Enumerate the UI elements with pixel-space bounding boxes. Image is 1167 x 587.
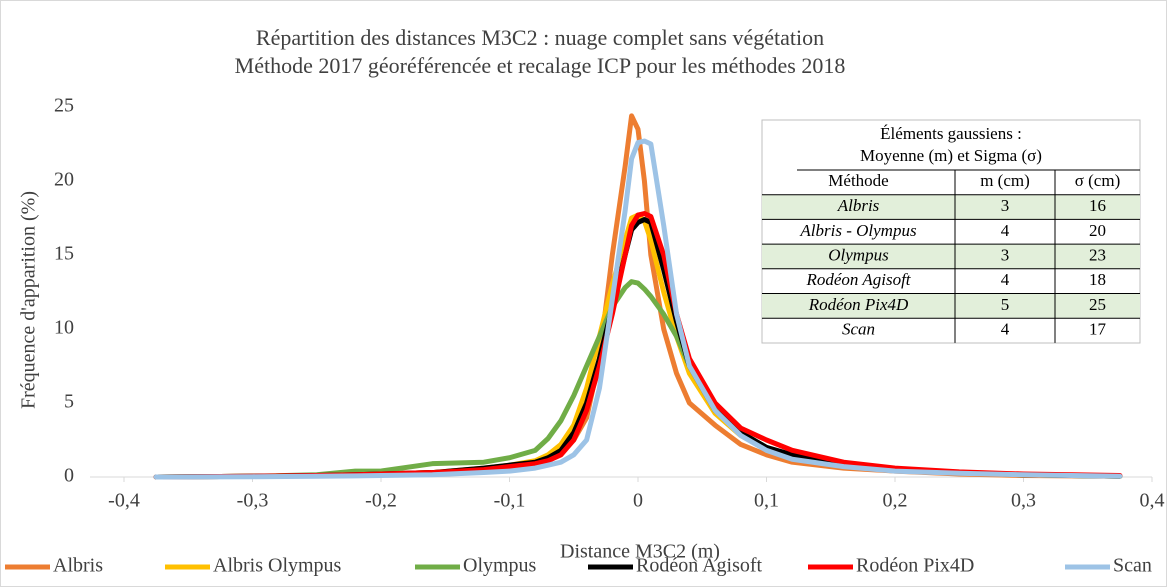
- table-header: Méthode: [828, 171, 888, 190]
- x-tick-label: 0,4: [1140, 490, 1165, 512]
- table-cell: 4: [1001, 221, 1010, 240]
- y-axis-title: Fréquence d'apparition (%): [18, 191, 40, 409]
- legend-label: Scan: [1113, 555, 1152, 577]
- x-axis-title: Distance M3C2 (m): [560, 541, 720, 563]
- y-tick-label: 20: [54, 169, 74, 191]
- table-cell: Albris: [837, 196, 880, 215]
- y-tick-label: 25: [54, 95, 74, 117]
- x-tick-label: 0,1: [754, 490, 779, 512]
- table-cell: Albris - Olympus: [799, 221, 917, 240]
- table-title: Moyenne (m) et Sigma (σ): [860, 146, 1042, 165]
- x-tick-label: -0,3: [237, 490, 269, 512]
- x-tick-label: -0,2: [365, 490, 397, 512]
- y-tick-label: 15: [54, 243, 74, 265]
- table-cell: 25: [1089, 295, 1106, 314]
- series-line: [153, 138, 1123, 480]
- y-tick-label: 10: [54, 317, 74, 339]
- table-cell: 3: [1001, 196, 1010, 215]
- table-cell: 20: [1089, 221, 1106, 240]
- legend-label: Olympus: [463, 555, 537, 577]
- table-cell: 5: [1001, 295, 1010, 314]
- table-cell: 16: [1089, 196, 1106, 215]
- legend-label: Rodéon Agisoft: [636, 555, 763, 577]
- table-row-bg: [762, 293, 1140, 319]
- x-tick-label: 0: [633, 490, 643, 512]
- legend-label: Albris: [53, 555, 103, 577]
- table-cell: 17: [1089, 320, 1107, 339]
- table-cell: 18: [1089, 270, 1106, 289]
- legend-label: Rodéon Pix4D: [856, 555, 974, 577]
- table-cell: 3: [1001, 246, 1010, 265]
- x-tick-label: 0,2: [883, 490, 908, 512]
- x-tick-label: 0,3: [1011, 490, 1036, 512]
- x-tick-label: -0,1: [494, 490, 526, 512]
- table-cell: 23: [1089, 246, 1106, 265]
- table-cell: 4: [1001, 270, 1010, 289]
- chart-title: Répartition des distances M3C2 : nuage c…: [256, 25, 824, 50]
- table-header: σ (cm): [1075, 171, 1121, 190]
- y-tick-label: 5: [64, 391, 74, 413]
- table-row-bg: [762, 194, 1140, 220]
- x-tick-label: -0,4: [108, 490, 140, 512]
- table-cell: Scan: [842, 320, 875, 339]
- table-header: m (cm): [980, 171, 1030, 190]
- chart-subtitle: Méthode 2017 géoréférencée et recalage I…: [235, 53, 846, 78]
- table-cell: Olympus: [828, 246, 889, 265]
- table-row-bg: [762, 244, 1140, 269]
- table-cell: Rodéon Pix4D: [808, 295, 909, 314]
- y-tick-label: 0: [64, 465, 74, 487]
- table-cell: Rodéon Agisoft: [805, 270, 911, 289]
- table-title: Éléments gaussiens :: [880, 124, 1022, 143]
- legend-label: Albris Olympus: [213, 555, 342, 577]
- table-cell: 4: [1001, 320, 1010, 339]
